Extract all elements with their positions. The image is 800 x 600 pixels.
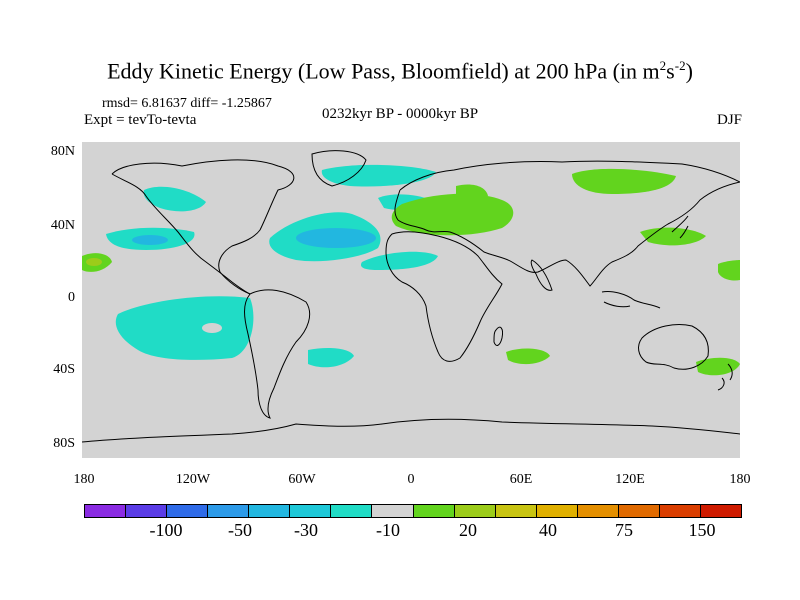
neg-region-nafrica — [360, 251, 438, 270]
x-label-180e: 180 — [729, 472, 751, 487]
pos-core-dateline-west — [86, 258, 102, 266]
colorbar-cell-8 — [413, 505, 455, 517]
colorbar-label-150: 150 — [688, 520, 716, 540]
x-label-180w: 180 — [73, 472, 95, 487]
colorbar-cell-13 — [618, 505, 660, 517]
x-label-0: 0 — [407, 472, 415, 487]
anomaly-fields — [106, 164, 438, 368]
colorbar-cell-7 — [372, 505, 414, 517]
colorbar-cell-12 — [577, 505, 619, 517]
x-label-60e: 60E — [509, 472, 533, 487]
colorbar-cell-10 — [495, 505, 537, 517]
colorbar-cell-14 — [659, 505, 701, 517]
pos-region-siberia — [572, 168, 676, 194]
colorbar-label-40: 40 — [539, 520, 557, 540]
period-label: 0232kyr BP - 0000kyr BP — [321, 106, 479, 122]
colorbar-label-m100: -100 — [149, 520, 183, 540]
colorbar-cell-6 — [331, 505, 373, 517]
colorbar-label-20: 20 — [459, 520, 477, 540]
x-label-120e: 120E — [615, 472, 645, 487]
experiment-label: Expt = tevTo-tevta — [84, 112, 197, 128]
y-label-40s: 40S — [53, 362, 75, 377]
colorbar-cell-0 — [85, 505, 127, 517]
neg-region-arctic — [321, 164, 436, 187]
y-label-40n: 40N — [50, 218, 75, 233]
neg-region-satlantic — [308, 348, 354, 368]
pos-region-ukraine — [456, 184, 488, 201]
coastlines — [82, 150, 740, 443]
colorbar-cell-2 — [167, 505, 209, 517]
y-label-0: 0 — [68, 290, 75, 305]
pos-region-dateline-east — [718, 260, 740, 281]
colorbar-cell-4 — [249, 505, 291, 517]
colorbar-cell-11 — [536, 505, 578, 517]
colorbar-label-75: 75 — [615, 520, 633, 540]
colorbar-label-m50: -50 — [228, 520, 252, 540]
colorbar-cell-9 — [454, 505, 496, 517]
x-label-120w: 120W — [175, 472, 211, 487]
neg-region-npacific — [143, 186, 206, 212]
y-label-80s: 80S — [53, 436, 75, 451]
neg-region-spacific — [115, 296, 254, 360]
stats-text: rmsd= 6.81637 diff= -1.25867 — [102, 96, 272, 111]
colorbar-cell-1 — [126, 505, 168, 517]
pos-region-nz — [696, 357, 740, 376]
colorbar-label-m30: -30 — [294, 520, 318, 540]
neg-core-natlantic — [296, 228, 376, 248]
y-label-80n: 80N — [50, 144, 75, 159]
neg-hole-spacific — [202, 323, 222, 333]
colorbar-cell-15 — [700, 505, 741, 517]
neg-core-epacific — [132, 235, 168, 245]
pos-region-sindian — [506, 348, 550, 365]
chart-title: Eddy Kinetic Energy (Low Pass, Bloomfiel… — [107, 58, 693, 84]
colorbar-cell-5 — [290, 505, 332, 517]
colorbar-label-m10: -10 — [376, 520, 400, 540]
colorbar-cell-3 — [208, 505, 250, 517]
map-plot — [82, 142, 740, 458]
pos-region-mediterranean — [391, 193, 514, 236]
x-label-60w: 60W — [288, 472, 316, 487]
colorbar — [84, 504, 742, 518]
season-label: DJF — [716, 112, 742, 128]
